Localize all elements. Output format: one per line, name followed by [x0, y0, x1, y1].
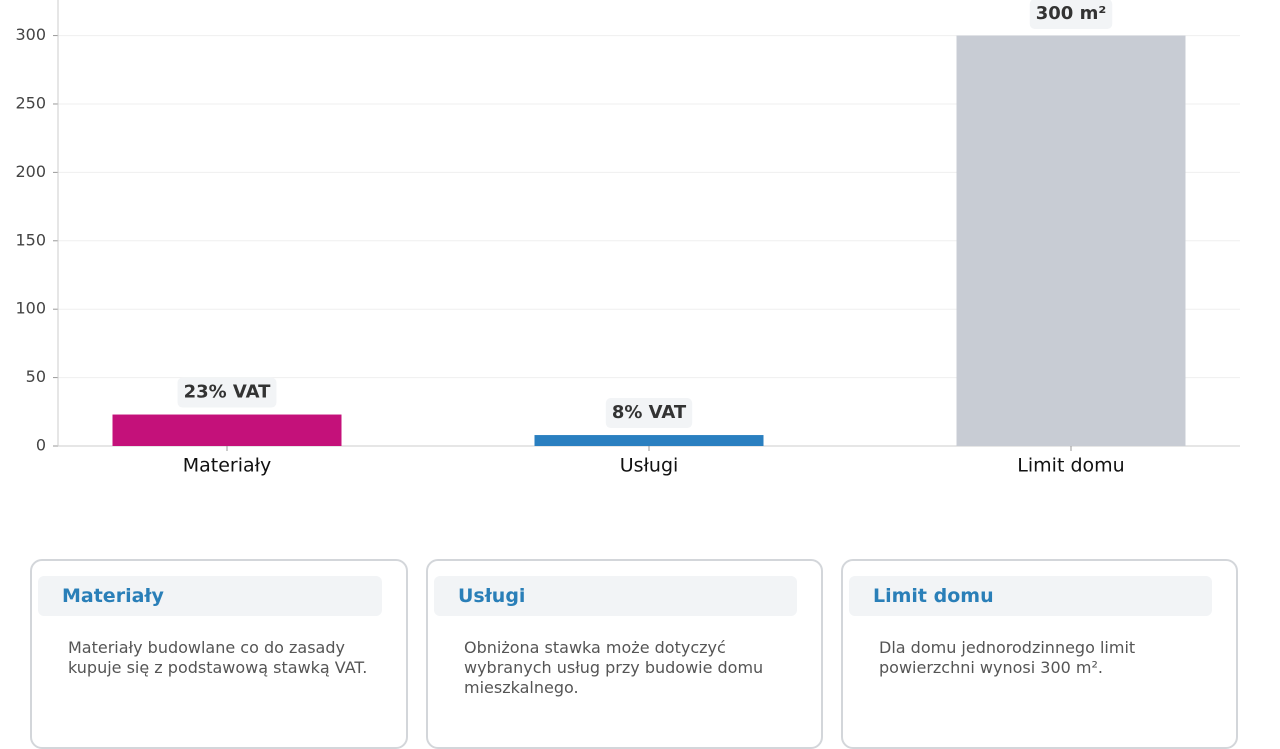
bar: [112, 414, 342, 446]
value-label: 300 m²: [1036, 3, 1106, 24]
value-label: 23% VAT: [184, 382, 272, 403]
card-title: Usługi: [458, 585, 526, 607]
x-tick-label: Usługi: [620, 455, 679, 477]
card: Limit domu Dla domu jednorodzinnego limit…: [841, 559, 1238, 749]
y-tick-label: 100: [15, 299, 46, 318]
card: Materiały Materiały budowlane co do zasad…: [30, 559, 408, 749]
y-tick-label: 300: [15, 25, 46, 44]
x-tick-label: Limit domu: [1017, 455, 1124, 477]
card-title: Limit domu: [873, 585, 994, 607]
bar: [956, 35, 1186, 446]
card: Usługi Obniżona stawka może dotyczyć wybr…: [426, 559, 823, 749]
y-tick-label: 50: [26, 367, 46, 386]
value-label-bg: [177, 377, 277, 408]
y-tick-label: 250: [15, 93, 46, 112]
y-tick-label: 200: [15, 162, 46, 181]
card-text: Dla domu jednorodzinnego limit powierzch…: [879, 638, 1136, 677]
value-label: 8% VAT: [612, 402, 687, 423]
value-label-bg: [1029, 0, 1113, 29]
card-text: Obniżona stawka może dotyczyć wybranych …: [464, 638, 764, 697]
value-label-bg: [605, 398, 693, 429]
card-header: [849, 576, 1212, 616]
page: 0 50 100 150 200 250 300 Materiały 23% VAT Usługi…: [15, 0, 1240, 749]
chart: 0 50 100 150 200 250 300 Materiały 23% VAT Usługi…: [15, 0, 1240, 477]
card-header: [38, 576, 382, 616]
card-header: [434, 576, 797, 616]
card-title: Materiały: [62, 585, 164, 607]
y-tick-label: 150: [15, 230, 46, 249]
y-tick-label: 0: [36, 436, 46, 455]
bar: [534, 435, 764, 446]
card-text: Materiały budowlane co do zasady kupuje …: [68, 638, 368, 677]
x-tick-label: Materiały: [183, 455, 272, 477]
